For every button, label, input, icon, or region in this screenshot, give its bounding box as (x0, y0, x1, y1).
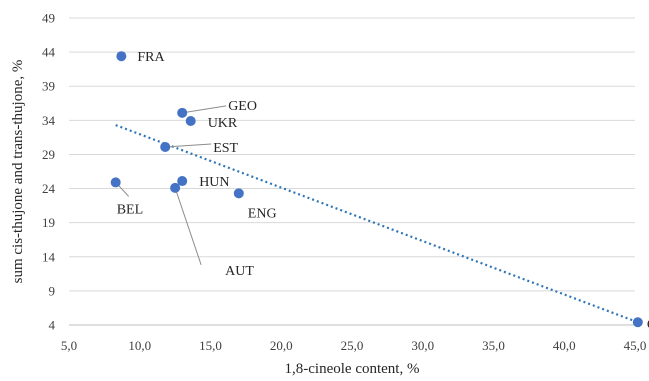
y-axis-title: sum cis-thujone and trans-thujone, % (10, 60, 26, 284)
x-tick-label: 5,0 (61, 338, 77, 353)
x-tick-label: 40,0 (553, 338, 576, 353)
leader-line (182, 105, 227, 114)
data-point-est (160, 141, 171, 152)
x-tick-label: 30,0 (411, 338, 434, 353)
point-label-ukr: UKR (208, 116, 238, 131)
y-tick-label: 44 (42, 45, 56, 60)
point-label-est: EST (213, 141, 238, 156)
x-tick-label: 20,0 (270, 338, 293, 353)
point-label-fra: FRA (137, 50, 165, 65)
leader-line (174, 187, 202, 266)
point-label-bel: BEL (117, 202, 143, 217)
trendline (115, 124, 639, 324)
y-tick-label: 14 (42, 249, 56, 264)
data-point-aut (170, 182, 181, 193)
point-label-grc: GRC (647, 317, 649, 332)
point-label-hun: HUN (199, 175, 229, 190)
x-tick-label: 35,0 (482, 338, 505, 353)
data-point-bel (110, 177, 121, 188)
trendline-layer (115, 124, 639, 324)
data-point-ukr (185, 116, 196, 127)
data-point-grc (632, 317, 643, 328)
gridlines (69, 17, 635, 292)
data-point-eng (233, 188, 244, 199)
data-point-geo (177, 107, 188, 118)
x-axis-title: 1,8-cineole content, % (285, 361, 420, 377)
y-tick-label: 29 (42, 147, 55, 162)
point-labels: FRA GEO UKR EST HUN BEL AUT ENG GRC (117, 50, 649, 332)
y-tick-label: 9 (49, 283, 56, 298)
y-tick-label: 49 (42, 11, 55, 26)
point-label-eng: ENG (248, 206, 277, 221)
point-label-geo: GEO (228, 99, 257, 114)
y-tick-label: 4 (49, 318, 56, 333)
x-tick-label: 45,0 (624, 338, 647, 353)
y-tick-label: 24 (42, 181, 56, 196)
leader-line (165, 143, 212, 148)
y-tick-label: 39 (42, 79, 55, 94)
y-tick-label: 19 (42, 215, 55, 230)
data-point-hun (177, 176, 188, 187)
data-point-fra (116, 51, 127, 62)
x-tick-label: 15,0 (199, 338, 222, 353)
x-tick-label: 10,0 (128, 338, 151, 353)
x-tick-label: 25,0 (341, 338, 364, 353)
y-tick-label: 34 (42, 113, 56, 128)
point-label-aut: AUT (225, 264, 254, 279)
data-points (110, 51, 643, 328)
